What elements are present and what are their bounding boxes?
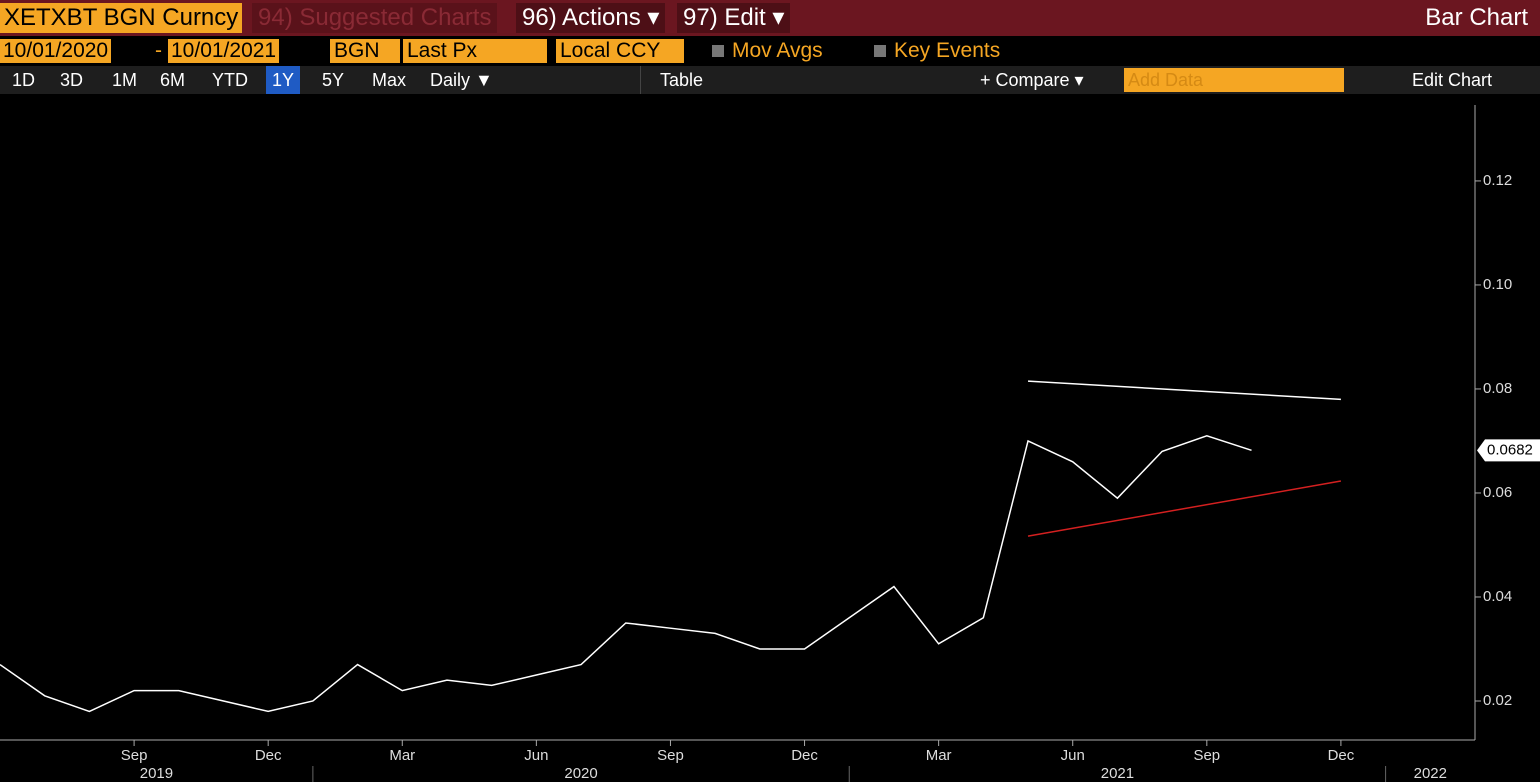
y-tick-label: 0.02 [1483,692,1512,709]
start-date[interactable]: 10/01/2020 [0,39,112,63]
add-data[interactable]: Add Data [1124,68,1344,92]
x-tick-label: Sep [1193,747,1220,764]
y-tick-label: 0.08 [1483,380,1512,397]
y-tick-label: 0.04 [1483,588,1512,605]
source[interactable]: BGN [330,39,400,63]
period-button[interactable]: 1M [112,70,138,90]
currency[interactable]: Local CCY [556,39,684,63]
trend-line [1027,380,1341,401]
key-events[interactable]: Key Events [874,36,1000,66]
date-dash: - [155,39,162,62]
year-label: 2022 [1414,765,1447,782]
period-button[interactable]: 1D [12,70,36,90]
key-events-label: Key Events [894,39,1001,62]
chart-kind: Bar Chart [1425,4,1528,31]
period-button[interactable]: Max [372,70,407,90]
x-tick-label: Dec [255,747,282,764]
x-tick-label: Sep [657,747,684,764]
year-label: 2020 [564,765,597,782]
table-button[interactable]: Table [660,70,704,90]
y-tick-label: 0.12 [1483,172,1512,189]
period-button[interactable]: 3D [60,70,84,90]
x-tick-label: Mar [389,747,415,764]
separator [640,66,641,94]
price-line [0,434,1252,713]
settings-bar: 10/01/2020 - 10/01/2021 BGN Last Px Loca… [0,36,1540,66]
x-tick-label: Sep [121,747,148,764]
last-price-box [1477,439,1540,462]
mov-avgs[interactable]: Mov Avgs [712,36,823,66]
suggested-charts[interactable]: 94) Suggested Charts [252,3,498,33]
field[interactable]: Last Px [403,39,547,63]
last-price-label: 0.0682 [1487,441,1533,458]
x-tick-label: Jun [524,747,548,764]
period-bar: 1D 3D 1M 6M YTD 1Y 5Y Max Daily ▼ Table + Compa… [0,66,1540,94]
security[interactable]: XETXBT BGN Curncy [0,3,243,33]
trend-line [1027,480,1342,537]
period-button[interactable]: YTD [212,70,248,90]
x-tick-label: Jun [1061,747,1085,764]
year-label: 2019 [140,765,173,782]
edit-chart[interactable]: Edit Chart [1412,70,1493,90]
period-button[interactable]: 1Y [266,66,301,94]
period-button[interactable]: 6M [160,70,186,90]
edit-menu[interactable]: 97) Edit ▾ [677,3,791,33]
actions-menu[interactable]: 96) Actions ▾ [516,3,666,33]
x-tick-label: Dec [1328,747,1355,764]
y-tick-label: 0.10 [1483,276,1512,293]
year-label: 2021 [1101,765,1134,782]
end-date[interactable]: 10/01/2021 [168,39,280,63]
x-tick-label: Mar [926,747,952,764]
x-tick-label: Dec [791,747,818,764]
title-bar: XETXBT BGN Curncy 94) Suggested Charts 9… [0,0,1540,36]
period-button[interactable]: 5Y [322,70,345,90]
compare[interactable]: + Compare ▾ [980,70,1084,90]
y-tick-label: 0.06 [1483,484,1512,501]
mov-avgs-label: Mov Avgs [732,39,823,62]
frequency[interactable]: Daily ▼ [430,70,493,90]
